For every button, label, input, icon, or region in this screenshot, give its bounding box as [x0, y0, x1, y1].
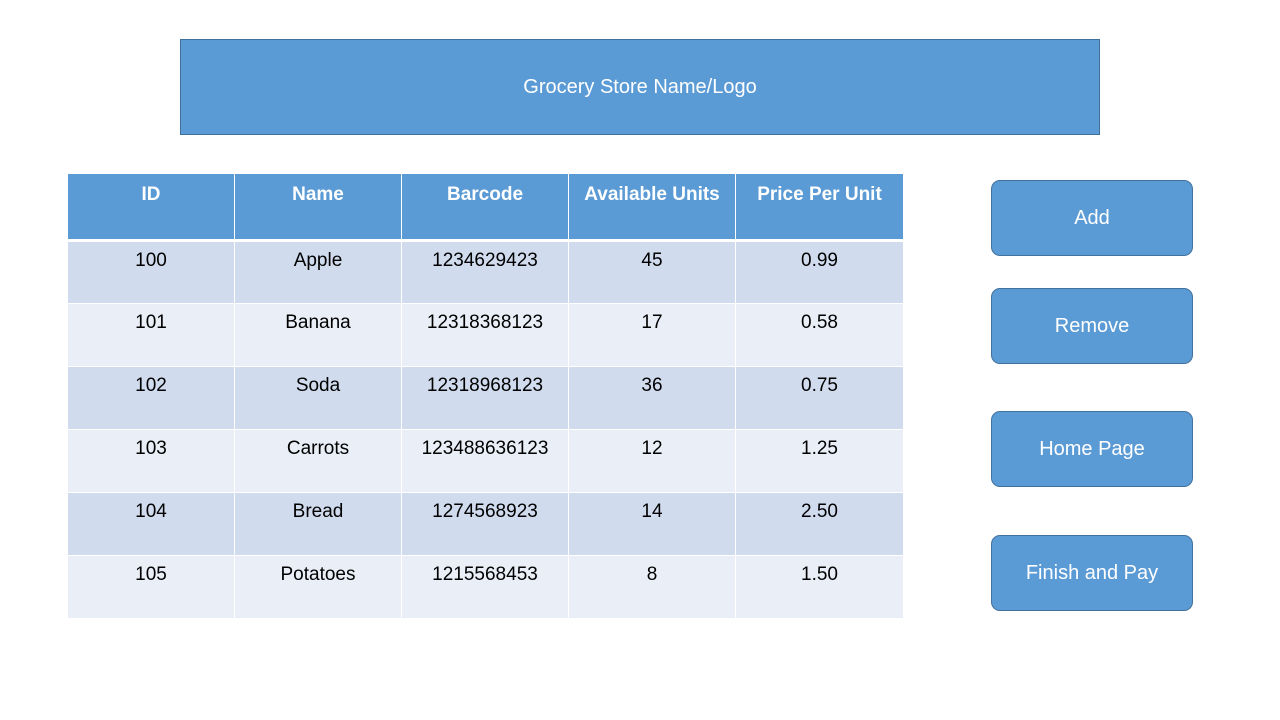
cell-available-units: 14 — [568, 492, 736, 556]
cell-price-per-unit: 0.58 — [735, 303, 904, 367]
table-row[interactable]: 105 Potatoes 1215568453 8 1.50 — [67, 555, 904, 619]
column-header-price-per-unit: Price Per Unit — [735, 173, 904, 242]
home-page-button-label: Home Page — [1039, 437, 1145, 460]
remove-button-label: Remove — [1054, 314, 1130, 337]
cell-barcode: 12318368123 — [401, 303, 569, 367]
cell-price-per-unit: 0.99 — [735, 240, 904, 304]
cell-name: Bread — [234, 492, 402, 556]
cell-id: 104 — [67, 492, 235, 556]
products-table: ID Name Barcode Available Units Price Pe… — [67, 173, 904, 619]
cell-available-units: 17 — [568, 303, 736, 367]
column-header-available-units: Available Units — [568, 173, 736, 242]
cell-id: 101 — [67, 303, 235, 367]
cell-barcode: 1274568923 — [401, 492, 569, 556]
cell-barcode: 123488636123 — [401, 429, 569, 493]
cell-name: Potatoes — [234, 555, 402, 619]
add-button-label: Add — [1074, 206, 1110, 229]
column-header-name: Name — [234, 173, 402, 242]
store-name-logo-text: Grocery Store Name/Logo — [523, 75, 757, 98]
remove-button[interactable]: Remove — [991, 288, 1193, 364]
table-header-row: ID Name Barcode Available Units Price Pe… — [67, 173, 904, 242]
store-name-logo-banner: Grocery Store Name/Logo — [180, 39, 1100, 135]
add-button[interactable]: Add — [991, 180, 1193, 256]
cell-price-per-unit: 2.50 — [735, 492, 904, 556]
cell-barcode: 1234629423 — [401, 240, 569, 304]
table-row[interactable]: 103 Carrots 123488636123 12 1.25 — [67, 429, 904, 493]
table-row[interactable]: 100 Apple 1234629423 45 0.99 — [67, 240, 904, 304]
column-header-id: ID — [67, 173, 235, 242]
cell-id: 103 — [67, 429, 235, 493]
home-page-button[interactable]: Home Page — [991, 411, 1193, 487]
cell-barcode: 1215568453 — [401, 555, 569, 619]
cell-price-per-unit: 0.75 — [735, 366, 904, 430]
table-row[interactable]: 102 Soda 12318968123 36 0.75 — [67, 366, 904, 430]
column-header-barcode: Barcode — [401, 173, 569, 242]
cell-available-units: 12 — [568, 429, 736, 493]
cell-available-units: 36 — [568, 366, 736, 430]
cell-id: 105 — [67, 555, 235, 619]
table-row[interactable]: 104 Bread 1274568923 14 2.50 — [67, 492, 904, 556]
cell-price-per-unit: 1.25 — [735, 429, 904, 493]
cell-available-units: 8 — [568, 555, 736, 619]
cell-available-units: 45 — [568, 240, 736, 304]
cell-price-per-unit: 1.50 — [735, 555, 904, 619]
cell-name: Banana — [234, 303, 402, 367]
cell-name: Carrots — [234, 429, 402, 493]
finish-and-pay-button[interactable]: Finish and Pay — [991, 535, 1193, 611]
table-row[interactable]: 101 Banana 12318368123 17 0.58 — [67, 303, 904, 367]
cell-name: Soda — [234, 366, 402, 430]
cell-barcode: 12318968123 — [401, 366, 569, 430]
cell-id: 102 — [67, 366, 235, 430]
cell-id: 100 — [67, 240, 235, 304]
finish-and-pay-button-label: Finish and Pay — [1025, 561, 1159, 584]
cell-name: Apple — [234, 240, 402, 304]
